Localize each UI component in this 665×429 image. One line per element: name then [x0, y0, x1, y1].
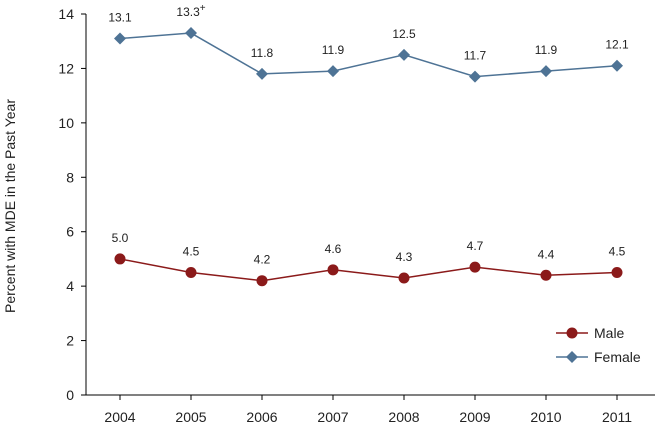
x-tick-label: 2004 [104, 409, 135, 425]
y-tick-label: 0 [66, 387, 74, 403]
data-label-female: 13.3+ [176, 3, 205, 19]
y-tick-label: 10 [58, 115, 74, 131]
data-point-male [185, 267, 197, 279]
data-label-male: 4.7 [467, 239, 484, 253]
series-line-male [119, 258, 618, 282]
data-label-female: 13.1 [108, 10, 132, 24]
series-line-female [119, 32, 618, 78]
data-point-male [114, 253, 126, 265]
series-male: 5.0 4.5 4.2 4.6 4.3 4.7 4.4 4.5 [112, 231, 626, 287]
data-point-male [327, 264, 339, 276]
data-point-female [469, 70, 481, 83]
data-point-female [398, 48, 410, 61]
legend: Male Female [556, 325, 641, 365]
data-label-male: 4.3 [396, 250, 413, 264]
data-label-female: 11.9 [535, 43, 558, 57]
legend-label-female: Female [594, 349, 641, 365]
y-axis-label: Percent with MDE in the Past Year [2, 99, 18, 313]
y-tick-label: 2 [66, 333, 74, 349]
x-tick-label: 2007 [317, 409, 348, 425]
y-tick-label: 6 [66, 224, 74, 240]
data-point-male [540, 269, 552, 281]
data-label-male: 4.5 [609, 245, 626, 259]
data-label-female: 12.5 [392, 27, 416, 41]
legend-item-female: Female [556, 349, 641, 365]
data-label-female: 12.1 [605, 38, 629, 52]
data-label-female: 11.9 [322, 43, 345, 57]
data-point-male [611, 267, 623, 279]
significance-marker: + [200, 3, 206, 14]
data-point-male [256, 275, 268, 287]
series-layer: 5.0 4.5 4.2 4.6 4.3 4.7 4.4 4.5 13.1 13.3+ 11.8 11.… [108, 3, 629, 287]
data-point-female [256, 67, 268, 80]
data-label-male: 4.5 [183, 245, 200, 259]
legend-item-male: Male [556, 325, 625, 341]
y-axis: 0 2 4 6 8 10 12 14 Percent with MDE in the Past… [2, 6, 87, 403]
y-tick-label: 8 [66, 169, 74, 185]
data-point-female [185, 27, 197, 40]
x-tick-label: 2010 [530, 409, 561, 425]
x-tick-label: 2009 [459, 409, 490, 425]
x-tick-label: 2006 [246, 409, 277, 425]
data-point-female [327, 65, 339, 78]
legend-marker-male [566, 327, 578, 339]
x-axis: 2004 2005 2006 2007 2008 2009 2010 2011 [86, 394, 655, 425]
data-point-male [469, 261, 481, 273]
data-point-female [611, 59, 623, 72]
data-label-male: 4.6 [325, 242, 342, 256]
data-label-male: 4.2 [254, 253, 271, 267]
legend-marker-female [566, 351, 578, 363]
legend-label-male: Male [594, 325, 625, 341]
y-tick-label: 4 [66, 278, 74, 294]
series-female: 13.1 13.3+ 11.8 11.9 12.5 11.7 11.9 12.1 [108, 3, 629, 83]
data-label-female: 11.8 [251, 46, 274, 60]
data-point-male [398, 272, 410, 284]
data-label-female: 11.7 [464, 49, 487, 63]
data-label-male: 4.4 [538, 247, 555, 261]
data-point-female [114, 32, 126, 45]
data-label-male: 5.0 [112, 231, 129, 245]
y-tick-label: 14 [58, 6, 74, 22]
x-tick-label: 2008 [388, 409, 419, 425]
data-point-female [540, 65, 552, 78]
x-tick-label: 2005 [175, 409, 206, 425]
x-tick-label: 2011 [602, 409, 632, 425]
y-tick-label: 12 [58, 60, 74, 76]
